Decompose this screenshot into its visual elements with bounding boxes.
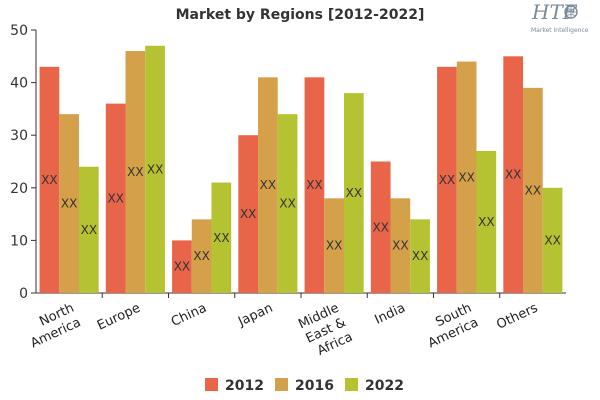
data-label: XX <box>392 239 408 253</box>
bar <box>304 77 325 293</box>
legend-label: 2022 <box>365 378 404 394</box>
data-label: XX <box>306 178 322 192</box>
y-tick-label: 30 <box>10 128 28 144</box>
data-label: XX <box>174 260 190 274</box>
bar <box>145 45 165 293</box>
category-label-line: Japan <box>235 301 275 330</box>
data-label: XX <box>326 239 342 253</box>
data-label: XX <box>260 178 276 192</box>
category-label-line: Europe <box>95 301 143 334</box>
y-tick-label: 10 <box>10 233 28 249</box>
bar <box>437 66 457 293</box>
data-label: XX <box>213 231 229 245</box>
bar <box>238 135 259 293</box>
y-tick-label: 0 <box>19 286 28 302</box>
bar <box>172 240 192 293</box>
bar <box>542 187 563 293</box>
category-label-line: India <box>372 301 407 328</box>
category-label: Japan <box>235 301 275 330</box>
data-label: XX <box>346 186 362 200</box>
category-label-line: China <box>169 301 209 330</box>
data-label: XX <box>127 165 143 179</box>
bar <box>503 56 524 293</box>
bar <box>343 93 364 294</box>
data-label: XX <box>439 173 455 187</box>
category-label: Others <box>494 301 540 333</box>
data-label: XX <box>193 249 209 263</box>
bar <box>476 150 497 293</box>
data-label: XX <box>412 249 428 263</box>
bar <box>105 103 126 293</box>
data-label: XX <box>147 162 163 176</box>
data-label: XX <box>505 168 521 182</box>
data-label: XX <box>372 220 388 234</box>
legend-swatch <box>345 378 358 391</box>
logo: HTF Market Intelligence <box>531 0 589 34</box>
category-label: China <box>169 301 209 330</box>
bar <box>324 198 344 293</box>
bar <box>211 182 232 293</box>
data-label: XX <box>81 223 97 237</box>
legend-label: 2012 <box>225 378 264 394</box>
bar <box>59 114 79 293</box>
legend-swatch <box>205 378 218 391</box>
data-label: XX <box>544 233 560 247</box>
data-label: XX <box>61 197 77 211</box>
bar <box>191 219 212 293</box>
legend-label: 2016 <box>295 378 334 394</box>
bar <box>390 198 411 293</box>
data-label: XX <box>458 170 474 184</box>
y-tick-label: 50 <box>10 23 28 39</box>
data-label: XX <box>478 215 494 229</box>
bar <box>370 161 391 293</box>
data-label: XX <box>279 197 295 211</box>
bar <box>258 77 278 293</box>
category-label: India <box>372 301 407 328</box>
logo-tagline: Market Intelligence <box>531 27 589 34</box>
data-label: XX <box>240 207 256 221</box>
data-label: XX <box>41 173 57 187</box>
bar <box>277 114 298 293</box>
category-label: Europe <box>95 301 143 334</box>
bar <box>125 51 146 293</box>
bar <box>410 219 430 293</box>
bar <box>456 61 477 294</box>
legend-swatch <box>275 378 288 391</box>
y-tick-label: 40 <box>10 76 28 92</box>
y-tick-label: 20 <box>10 181 28 197</box>
bar <box>523 87 543 293</box>
category-label-line: Others <box>494 301 540 333</box>
bar <box>78 166 99 293</box>
data-label: XX <box>107 191 123 205</box>
chart-title: Market by Regions [2012-2022] <box>176 7 425 23</box>
legend: 2012 2016 2022 <box>205 378 404 394</box>
globe-icon <box>564 5 578 19</box>
bar <box>39 66 60 293</box>
data-label: XX <box>525 183 541 197</box>
